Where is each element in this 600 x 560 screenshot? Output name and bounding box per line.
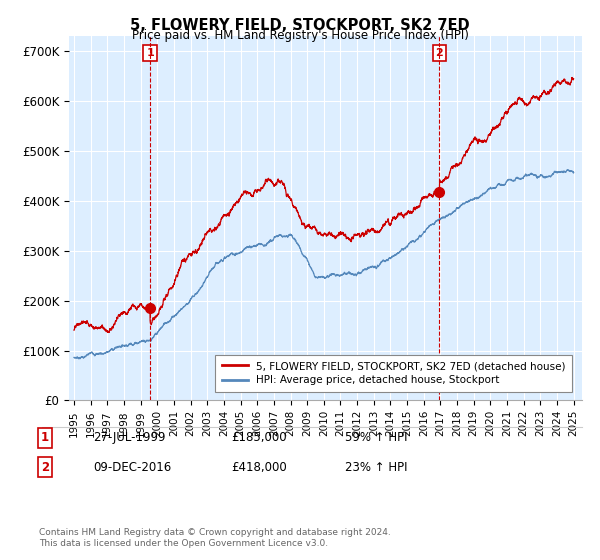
Text: 59% ↑ HPI: 59% ↑ HPI <box>345 431 407 445</box>
Text: 2: 2 <box>436 48 443 58</box>
Text: 09-DEC-2016: 09-DEC-2016 <box>93 460 171 474</box>
Text: 5, FLOWERY FIELD, STOCKPORT, SK2 7ED: 5, FLOWERY FIELD, STOCKPORT, SK2 7ED <box>130 18 470 33</box>
Text: 23% ↑ HPI: 23% ↑ HPI <box>345 460 407 474</box>
Text: 27-JUL-1999: 27-JUL-1999 <box>93 431 166 445</box>
Legend: 5, FLOWERY FIELD, STOCKPORT, SK2 7ED (detached house), HPI: Average price, detac: 5, FLOWERY FIELD, STOCKPORT, SK2 7ED (de… <box>215 355 572 391</box>
Text: Price paid vs. HM Land Registry's House Price Index (HPI): Price paid vs. HM Land Registry's House … <box>131 29 469 42</box>
Text: 2: 2 <box>41 460 49 474</box>
Text: £418,000: £418,000 <box>231 460 287 474</box>
Text: Contains HM Land Registry data © Crown copyright and database right 2024.
This d: Contains HM Land Registry data © Crown c… <box>39 528 391 548</box>
Text: 1: 1 <box>146 48 154 58</box>
Text: 1: 1 <box>41 431 49 445</box>
Text: £185,000: £185,000 <box>231 431 287 445</box>
